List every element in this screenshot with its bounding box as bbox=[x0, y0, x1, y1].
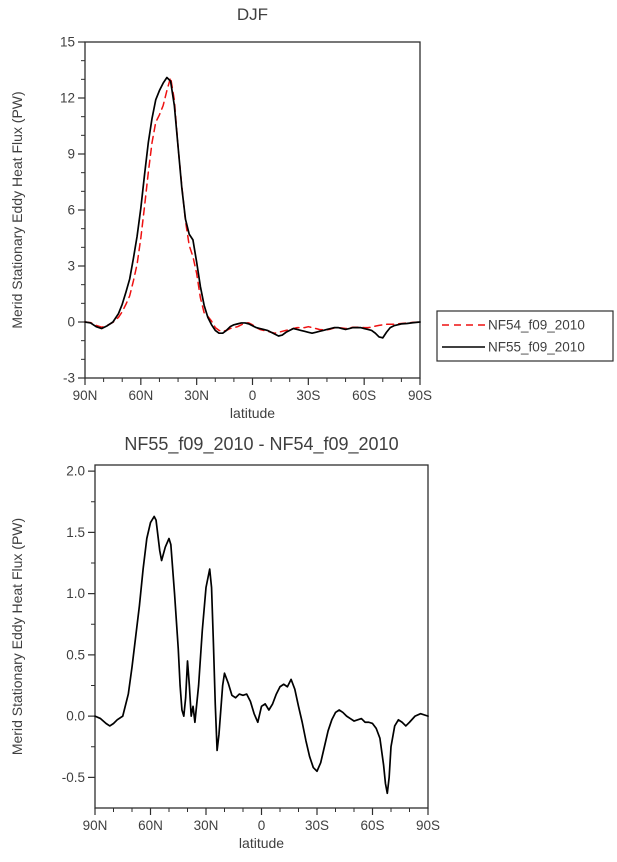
y-tick-label: 0.0 bbox=[66, 709, 85, 724]
x-tick-label: 30S bbox=[305, 818, 329, 833]
x-tick-label: 90N bbox=[83, 818, 108, 833]
y-tick-label: 1.0 bbox=[66, 586, 85, 601]
legend-box bbox=[436, 310, 614, 362]
y-tick-label: 2.0 bbox=[66, 464, 85, 479]
x-axis-label: latitude bbox=[230, 405, 275, 421]
y-tick-label: 12 bbox=[60, 91, 75, 106]
y-tick-label: 6 bbox=[67, 203, 75, 218]
x-tick-label: 30N bbox=[194, 818, 219, 833]
y-tick-label: 0.5 bbox=[66, 647, 85, 662]
y-tick-label: 0 bbox=[67, 315, 75, 330]
series-line-NF55_f09_2010 - NF54_f09_2010 bbox=[94, 515, 429, 795]
diff-title: NF55_f09_2010 - NF54_f09_2010 bbox=[124, 434, 398, 455]
y-axis-label: Merid Stationary Eddy Heat Flux (PW) bbox=[9, 91, 25, 328]
series-line-NF54_f09_2010 bbox=[84, 76, 421, 334]
x-tick-label: 0 bbox=[258, 818, 266, 833]
y-axis-label: Merid Stationary Eddy Heat Flux (PW) bbox=[9, 518, 25, 755]
x-tick-label: 90S bbox=[416, 818, 440, 833]
y-tick-label: 3 bbox=[67, 259, 75, 274]
x-tick-label: 0 bbox=[249, 388, 257, 403]
diff-chart-container: 90N 60N 30N 0 30S 60S 90S -0.5 0.0 0.5 1.0 1.5 2.0 NF… bbox=[0, 430, 617, 862]
x-tick-label: 60S bbox=[352, 388, 376, 403]
legend-label: NF54_f09_2010 bbox=[488, 318, 585, 333]
x-tick-label: 30N bbox=[184, 388, 209, 403]
y-tick-label: -0.5 bbox=[62, 770, 85, 785]
x-tick-label: 90S bbox=[408, 388, 432, 403]
x-tick-label: 90N bbox=[73, 388, 98, 403]
legend-label: NF55_f09_2010 bbox=[488, 340, 585, 355]
x-tick-label: 60N bbox=[128, 388, 153, 403]
djf-title: DJF bbox=[237, 5, 268, 24]
y-tick-label: 1.5 bbox=[66, 525, 85, 540]
x-axis-label: latitude bbox=[239, 835, 284, 851]
diff-plot: 90N 60N 30N 0 30S 60S 90S -0.5 0.0 0.5 1.0 1.5 2.0 NF… bbox=[9, 434, 440, 851]
y-tick-label: 15 bbox=[60, 35, 75, 50]
djf-plot: 90N 60N 30N 0 30S 60S 90S -3 0 3 6 9 12 15 DJF latitude… bbox=[9, 5, 614, 421]
y-tick-label: -3 bbox=[63, 371, 75, 386]
series-line-NF55_f09_2010 bbox=[84, 76, 421, 339]
x-tick-label: 60S bbox=[360, 818, 384, 833]
plot-border bbox=[84, 41, 421, 379]
plot-border bbox=[94, 464, 429, 809]
djf-chart-container: 90N 60N 30N 0 30S 60S 90S -3 0 3 6 9 12 15 DJF latitude… bbox=[0, 0, 617, 430]
y-tick-label: 9 bbox=[67, 147, 75, 162]
x-tick-label: 60N bbox=[138, 818, 163, 833]
x-tick-label: 30S bbox=[296, 388, 320, 403]
